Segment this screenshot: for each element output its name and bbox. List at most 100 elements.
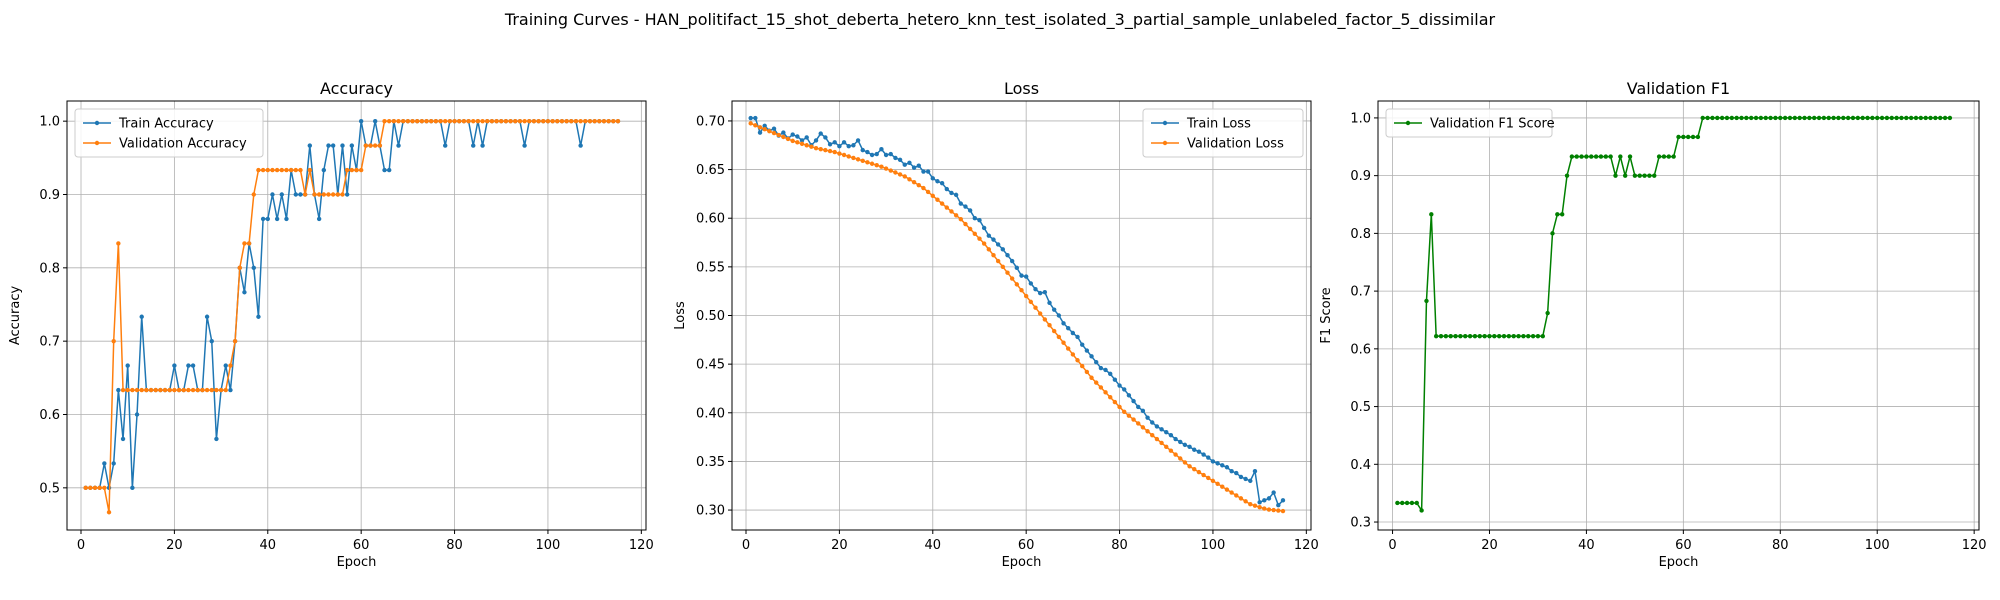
loss-xtick-label: 100 <box>1201 538 1226 553</box>
loss-series-0-point <box>1084 348 1090 353</box>
loss-series-1-point <box>944 205 949 210</box>
loss-series-0-point <box>1220 463 1225 468</box>
f1-series-0-point <box>1855 115 1861 121</box>
accuracy-series-1-point <box>186 387 191 393</box>
accuracy-series-0-point <box>340 143 345 148</box>
loss-series-1-point <box>1154 436 1160 442</box>
loss-series-1-point <box>1117 404 1122 410</box>
loss-series-0-point <box>1187 444 1192 450</box>
accuracy-series-1-point <box>214 387 219 393</box>
accuracy-series-1-point <box>326 192 331 197</box>
loss-series-0-point <box>1182 442 1188 448</box>
accuracy-series-0-point <box>522 143 527 148</box>
accuracy-series-0-point <box>321 167 327 173</box>
loss-series-1-point <box>1108 395 1113 400</box>
loss-series-0-point <box>911 165 917 170</box>
f1-legend-box <box>1385 108 1553 138</box>
loss-series-0-point <box>1196 449 1202 454</box>
loss-series-1-point <box>963 221 968 227</box>
accuracy-axes-frame <box>66 100 647 531</box>
loss-series-1-point <box>1280 508 1286 514</box>
accuracy-series-0-point <box>279 192 284 197</box>
loss-series-0-point <box>1168 432 1174 438</box>
f1-series-0-point <box>1443 333 1449 339</box>
f1-series-0-point <box>1652 173 1657 178</box>
f1-series-0-point <box>1782 115 1788 121</box>
loss-series-1-point <box>1201 472 1206 478</box>
accuracy-series-0-point <box>242 290 247 295</box>
accuracy-series-1-point <box>419 118 425 124</box>
loss-series-1-point <box>1220 484 1225 489</box>
accuracy-xtick-label: 80 <box>446 538 463 553</box>
accuracy-series-1-point <box>316 192 322 197</box>
accuracy-series-0-point <box>251 265 256 271</box>
accuracy-series-0-point <box>480 143 485 148</box>
f1-series-0-point <box>1792 115 1798 121</box>
f1-xtick-label: 0 <box>1388 538 1396 553</box>
loss-series-1-point <box>1126 413 1132 418</box>
loss-series-0-point <box>1037 290 1043 296</box>
accuracy-series-1-point <box>312 192 317 197</box>
loss-series-1-point <box>1248 502 1253 507</box>
accuracy-series-0-point <box>190 363 196 368</box>
accuracy-series-1-point <box>97 485 102 491</box>
accuracy-series-1-point <box>195 387 200 393</box>
f1-series-0-point <box>1879 115 1885 121</box>
loss-series-0-point <box>781 130 786 135</box>
accuracy-series-0-point <box>214 436 219 442</box>
loss-series-0-point <box>874 151 879 157</box>
loss-series-0-point <box>958 201 963 206</box>
accuracy-series-1-point <box>485 118 490 124</box>
accuracy-series-1-point <box>457 118 462 124</box>
loss-series-1-point <box>1243 499 1248 504</box>
accuracy-series-1-point <box>405 118 411 124</box>
loss-legend-marker <box>1162 140 1168 146</box>
loss-legend-marker <box>1162 120 1168 126</box>
f1-series-0-point <box>1719 115 1725 121</box>
f1-series-0-point <box>1453 333 1458 339</box>
loss-ytick-label: 0.60 <box>696 212 725 227</box>
accuracy-series-1-point <box>545 118 551 124</box>
loss-series-0-point <box>865 149 870 155</box>
f1-series-0-point <box>1526 333 1531 339</box>
loss-series-1-point <box>1187 464 1192 469</box>
f1-series-0-point <box>1729 115 1735 121</box>
accuracy-series-1-point <box>162 387 168 393</box>
accuracy-series-1-point <box>246 241 252 246</box>
accuracy-series-0-point <box>125 363 130 368</box>
loss-series-0-point <box>1210 459 1216 464</box>
f1-series-0-point <box>1812 115 1817 121</box>
f1-series-0-point <box>1724 115 1730 121</box>
loss-series-1-point <box>1098 385 1104 390</box>
loss-series-0-point <box>1145 415 1150 420</box>
accuracy-series-1-point <box>611 118 616 124</box>
f1-series-0-point <box>1870 115 1875 121</box>
accuracy-series-1-point <box>330 192 336 197</box>
accuracy-series-1-point <box>302 192 308 197</box>
loss-series-1-point <box>972 231 978 236</box>
f1-series-0-point <box>1913 115 1919 121</box>
loss-series-1-point <box>1206 475 1211 481</box>
loss-series-0-point <box>855 138 861 143</box>
loss-series-0-point <box>1112 377 1118 382</box>
accuracy-series-1-point <box>508 118 513 124</box>
accuracy-series-0-point <box>223 363 228 368</box>
f1-series-0-point <box>1710 115 1715 121</box>
loss-legend-box <box>1142 108 1304 158</box>
loss-series-0-point <box>841 140 847 145</box>
loss-series-1-point <box>1234 493 1239 498</box>
accuracy-series-1-point <box>587 118 593 124</box>
loss-series-1-point <box>1271 507 1276 513</box>
accuracy-series-1-point <box>372 143 378 148</box>
loss-series-0-point <box>1266 496 1272 501</box>
loss-xtick-label: 80 <box>1111 538 1128 553</box>
f1-series-0-point <box>1671 154 1676 159</box>
loss-series-0-point <box>818 131 823 136</box>
accuracy-series-0-point <box>349 143 355 148</box>
loss-series-0-point <box>925 169 931 174</box>
accuracy-xtick-label: 120 <box>629 538 654 553</box>
accuracy-series-1-point <box>204 387 210 393</box>
loss-series-1-point <box>893 170 898 175</box>
loss-series-0-point <box>1201 452 1206 457</box>
